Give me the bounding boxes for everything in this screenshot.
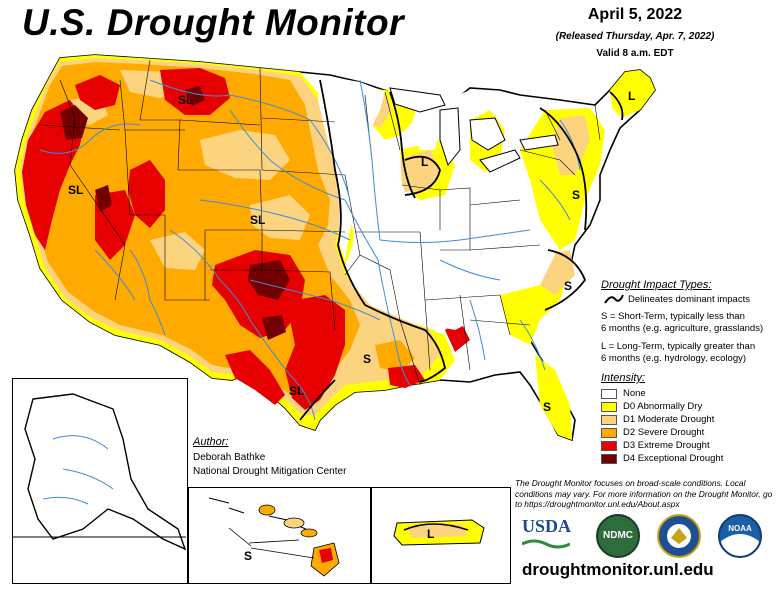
label-s-northeast: S — [572, 188, 580, 202]
intensity-swatch — [601, 428, 617, 438]
intensity-label: D0 Abnormally Dry — [623, 401, 703, 412]
ndmc-logo-text: NDMC — [603, 530, 633, 541]
impact-line-label: Delineates dominant impacts — [628, 294, 750, 305]
eagle-icon — [667, 524, 691, 548]
d4-regions — [60, 86, 290, 340]
intensity-swatch — [601, 415, 617, 425]
label-s-carolina: S — [564, 279, 572, 293]
intensity-swatch — [601, 441, 617, 451]
label-sl-nevada: SL — [68, 183, 83, 197]
great-lakes — [389, 87, 559, 173]
disclaimer-note: The Drought Monitor focuses on broad-sca… — [515, 478, 773, 509]
alaska-inset — [12, 378, 188, 584]
release-date: (Released Thursday, Apr. 7, 2022) — [555, 31, 715, 42]
label-sl-montana: SL — [178, 93, 193, 107]
valid-time: Valid 8 a.m. EDT — [596, 48, 674, 59]
author-heading: Author: — [193, 436, 229, 448]
website-url[interactable]: droughtmonitor.unl.edu — [522, 560, 714, 579]
usda-logo-waves — [521, 539, 571, 549]
impact-l-line2: 6 months (e.g. hydrology, ecology) — [601, 353, 747, 364]
label-l-maine: L — [628, 89, 635, 103]
label-l-michigan: L — [421, 155, 428, 169]
author-name: Deborah Bathke — [193, 452, 266, 463]
impact-l-line1: L = Long-Term, typically greater than — [601, 341, 756, 352]
impact-s-line2: 6 months (e.g. agriculture, grasslands) — [601, 323, 764, 334]
alaska-map — [13, 393, 187, 551]
intensity-swatch — [601, 454, 617, 464]
label-sl-colorado: SL — [250, 213, 265, 227]
no-drought-regions — [318, 75, 555, 330]
intensity-swatch — [601, 402, 617, 412]
ndmc-logo: NDMC — [596, 514, 640, 558]
usda-logo: USDA — [521, 516, 572, 552]
label-s-florida: S — [543, 400, 551, 414]
intensity-swatch — [601, 389, 617, 399]
noaa-bird-icon — [720, 534, 760, 556]
rivers — [39, 79, 581, 421]
usda-logo-text: USDA — [522, 516, 572, 536]
doc-seal-logo — [657, 514, 701, 558]
impact-lines — [299, 79, 624, 421]
intensity-label: None — [623, 388, 646, 399]
impact-line-icon — [604, 294, 624, 304]
puerto-rico-map: L — [393, 519, 485, 546]
impact-s-line1: S = Short-Term, typically less than — [601, 311, 745, 322]
noaa-logo: NOAA — [718, 514, 762, 558]
label-s-hawaii: S — [244, 549, 252, 563]
intensity-label: D3 Extreme Drought — [623, 440, 710, 451]
state-boundaries — [39, 59, 601, 386]
intensity-label: D4 Exceptional Drought — [623, 453, 724, 464]
intensity-title: Intensity: — [601, 372, 646, 384]
label-sl-texas: SL — [289, 384, 304, 398]
hawaii-map: S — [208, 497, 340, 577]
author-org: National Drought Mitigation Center — [193, 466, 347, 477]
noaa-logo-text: NOAA — [728, 524, 752, 533]
map-date: April 5, 2022 — [587, 6, 683, 23]
hawaii-inset: S — [188, 487, 371, 584]
intensity-label: D1 Moderate Drought — [623, 414, 715, 425]
puerto-rico-inset: L — [371, 487, 511, 584]
label-s-south: S — [363, 352, 371, 366]
label-l-puerto-rico: L — [427, 527, 434, 541]
intensity-label: D2 Severe Drought — [623, 427, 705, 438]
impact-types-title: Drought Impact Types: — [601, 279, 712, 291]
map-title: U.S. Drought Monitor — [22, 2, 404, 43]
